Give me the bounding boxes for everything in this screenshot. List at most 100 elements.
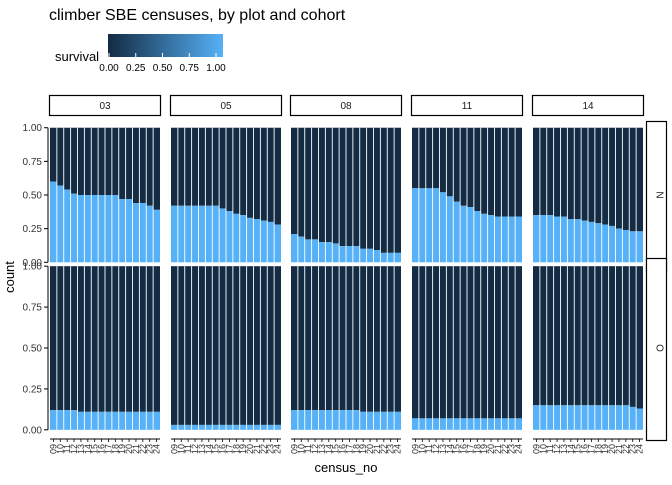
x-tick-label: 19	[600, 444, 610, 454]
bar-alive	[118, 199, 126, 263]
facet-row-strip-O	[645, 257, 668, 442]
bar-dead	[274, 266, 281, 425]
y-tick-label: 0.75	[23, 157, 43, 168]
bar-alive	[339, 410, 346, 430]
bar-dead	[567, 127, 575, 220]
bar-dead	[412, 127, 419, 189]
x-tick-label: 15	[573, 444, 583, 454]
bar-alive	[425, 188, 433, 263]
bar-alive	[615, 228, 623, 263]
x-tick-label: 23	[386, 444, 396, 454]
bar-alive	[588, 405, 595, 430]
x-tick-label: 22	[138, 444, 148, 454]
facet-strip-03	[48, 94, 162, 117]
bar-alive	[608, 405, 616, 430]
bar-dead	[387, 266, 395, 412]
bar-alive	[508, 216, 516, 263]
bar-alive	[588, 221, 595, 263]
bar-dead	[63, 266, 71, 411]
bar-dead	[260, 266, 268, 425]
bar-alive	[560, 405, 568, 430]
bar-alive	[153, 411, 160, 430]
x-tick-label: 11	[183, 444, 193, 453]
bar-alive	[84, 195, 92, 263]
bar-dead	[453, 266, 461, 419]
x-tick-label: 12	[310, 444, 320, 454]
bar-dead	[239, 266, 247, 425]
x-tick-label: 23	[507, 444, 517, 454]
bar-alive	[325, 410, 333, 430]
bar-dead	[460, 266, 467, 419]
bar-alive	[171, 205, 178, 263]
bar-alive	[153, 209, 160, 263]
bar-dead	[198, 127, 206, 206]
bar-dead	[418, 266, 426, 419]
bar-dead	[253, 127, 261, 220]
bar-alive	[125, 199, 133, 263]
bar-dead	[346, 127, 353, 247]
bar-alive	[574, 405, 582, 430]
bar-dead	[146, 127, 154, 206]
bar-alive	[467, 418, 474, 430]
bar-alive	[487, 215, 495, 263]
bar-dead	[473, 266, 481, 419]
bar-alive	[132, 411, 140, 430]
x-tick-label: 13	[317, 444, 327, 454]
bar-alive	[467, 207, 474, 263]
x-tick-label: 15	[331, 444, 341, 454]
bar-alive	[139, 411, 147, 430]
bar-alive	[56, 185, 64, 263]
bar-dead	[212, 127, 220, 206]
facet-strip-label: 05	[220, 101, 232, 112]
bar-alive	[636, 408, 643, 430]
x-tick-label: 15	[211, 444, 221, 454]
x-tick-label: 12	[431, 444, 441, 454]
y-tick-label: 0.50	[23, 191, 43, 202]
bar-dead	[77, 127, 85, 195]
bar-dead	[91, 127, 99, 195]
bar-alive	[515, 216, 522, 263]
bar-dead	[615, 127, 623, 229]
bar-alive	[111, 195, 119, 263]
bar-dead	[232, 266, 240, 425]
bar-dead	[311, 127, 319, 240]
bar-alive	[460, 205, 467, 263]
bar-dead	[260, 127, 268, 221]
bar-alive	[487, 418, 495, 430]
bar-dead	[432, 266, 440, 419]
bar-alive	[439, 418, 447, 430]
bar-dead	[581, 127, 588, 221]
bar-alive	[629, 406, 637, 430]
x-tick-label: 16	[338, 444, 348, 454]
bar-alive	[274, 224, 281, 263]
bar-alive	[212, 205, 220, 263]
bar-alive	[553, 216, 561, 263]
bar-alive	[412, 418, 419, 430]
x-tick-label: 12	[69, 444, 79, 454]
bar-dead	[636, 127, 643, 232]
x-tick-label: 20	[486, 444, 496, 454]
bar-dead	[98, 266, 105, 412]
bar-dead	[246, 127, 254, 218]
bar-alive	[373, 250, 381, 263]
y-tick-label: 1.00	[23, 262, 43, 273]
bar-dead	[111, 266, 119, 412]
bar-dead	[139, 266, 147, 412]
bar-alive	[581, 220, 588, 263]
bar-alive	[480, 213, 488, 263]
x-tick-label: 21	[252, 444, 262, 454]
bar-alive	[339, 246, 346, 263]
bar-dead	[594, 127, 602, 224]
x-tick-label: 18	[593, 444, 603, 454]
x-tick-label: 17	[103, 444, 113, 454]
x-tick-label: 21	[493, 444, 503, 454]
bar-alive	[304, 410, 312, 430]
legend-tick-label: 1.00	[206, 63, 226, 74]
bar-alive	[146, 411, 154, 430]
bar-alive	[98, 411, 105, 430]
bar-alive	[366, 411, 374, 430]
x-tick-label: 10	[176, 444, 186, 454]
bar-dead	[425, 266, 433, 419]
bar-alive	[380, 411, 388, 430]
